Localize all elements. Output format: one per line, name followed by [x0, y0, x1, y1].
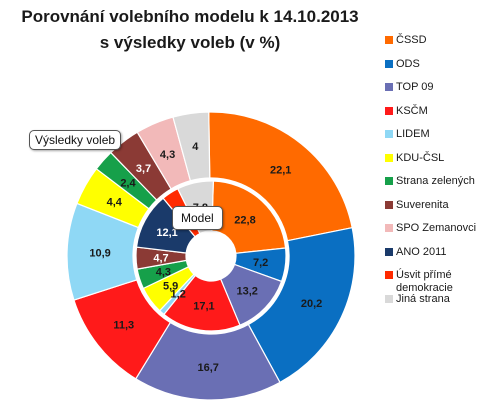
- legend-swatch: [385, 224, 393, 232]
- inner-slice-cssd: [211, 180, 287, 254]
- inner-ring-callout: Model: [172, 206, 223, 230]
- outer-ring-callout: Výsledky voleb: [29, 130, 122, 150]
- outer-value-jina-strana: 4: [192, 141, 199, 153]
- legend-label: Jiná strana: [396, 292, 450, 305]
- outer-value-suverenita: 3,7: [136, 163, 151, 175]
- legend-item-lidem: LIDEM: [385, 128, 500, 141]
- outer-slice-cssd: [208, 111, 353, 242]
- inner-slice-kscm: [163, 274, 241, 332]
- outer-value-cssd: 22,1: [270, 165, 291, 177]
- legend-swatch: [385, 59, 393, 68]
- legend-item-usvit-prime-demokracie: Úsvit přímé demokracie: [385, 269, 500, 295]
- inner-value-suverenita: 4,7: [153, 252, 168, 264]
- legend-item-top-09: TOP 09: [385, 81, 500, 94]
- legend-item-kdu-csl: KDU-ČSL: [385, 152, 500, 165]
- legend-swatch: [385, 294, 393, 303]
- legend-label: Úsvit přímé demokracie: [396, 269, 453, 294]
- inner-value-top-09: 13,2: [237, 285, 258, 297]
- outer-value-top-09: 16,7: [197, 362, 218, 374]
- legend-item-suverenita: Suverenita: [385, 199, 500, 212]
- donut-chart: 22,1 20,2 16,7 11,3 10,9 4,4 2,43,7 4,3 4 22,8 7,2…: [66, 111, 356, 401]
- outer-value-kdu-csl: 4,4: [107, 197, 123, 209]
- legend-label: KSČM: [396, 104, 428, 117]
- legend-swatch: [385, 83, 393, 91]
- legend-swatch: [385, 153, 393, 162]
- legend-label: ODS: [396, 57, 420, 70]
- inner-value-lidem: 1,2: [171, 289, 186, 301]
- outer-value-ods: 20,2: [301, 298, 322, 310]
- legend-label: Suverenita: [396, 198, 449, 211]
- legend-swatch: [385, 106, 393, 115]
- legend-item-cssd: ČSSD: [385, 34, 500, 47]
- legend-item-strana-zelenych: Strana zelených: [385, 175, 500, 188]
- legend-label: TOP 09: [396, 81, 434, 93]
- legend-item-kscm: KSČM: [385, 105, 500, 118]
- legend-swatch: [385, 177, 393, 185]
- outer-value-lidem: 10,9: [89, 248, 110, 260]
- inner-value-cssd: 22,8: [234, 214, 255, 226]
- legend-item-spo-zemanovci: SPO Zemanovci: [385, 222, 500, 235]
- legend-label: LIDEM: [396, 128, 430, 140]
- chart-title: Porovnání volebního modelu k 14.10.2013 …: [0, 4, 380, 56]
- outer-slice-jina-strana: [172, 111, 211, 182]
- legend-label: ČSSD: [396, 34, 427, 46]
- legend-swatch: [385, 36, 393, 44]
- inner-value-ano-2011: 12,1: [156, 227, 177, 239]
- outer-value-strana-zelenych: 2,4: [120, 177, 136, 189]
- outer-value-kscm: 11,3: [113, 320, 134, 332]
- chart-title-line2: s výsledky voleb (v %): [99, 33, 281, 52]
- legend-label: ANO 2011: [396, 245, 447, 258]
- legend-swatch: [385, 200, 393, 209]
- outer-ring: [66, 111, 356, 401]
- inner-value-strana-zelenych: 4,3: [156, 266, 171, 278]
- inner-value-ods: 7,2: [253, 257, 268, 269]
- outer-slice-ods: [247, 226, 356, 384]
- inner-value-kdu-csl: 5,9: [163, 281, 178, 293]
- legend-swatch: [385, 247, 393, 256]
- legend-label: Strana zelených: [396, 175, 475, 187]
- inner-value-kscm: 17,1: [193, 301, 214, 313]
- legend-label: KDU-ČSL: [396, 151, 445, 164]
- chart-title-line1: Porovnání volebního modelu k 14.10.2013: [21, 7, 359, 26]
- legend-swatch: [385, 130, 393, 138]
- outer-value-spo-zemanovci: 4,3: [160, 149, 175, 161]
- legend-item-ano-2011: ANO 2011: [385, 246, 500, 259]
- legend-item-jina-strana: Jiná strana: [385, 293, 500, 306]
- legend-swatch: [385, 271, 393, 279]
- legend-item-ods: ODS: [385, 58, 500, 71]
- legend-label: SPO Zemanovci: [396, 222, 477, 234]
